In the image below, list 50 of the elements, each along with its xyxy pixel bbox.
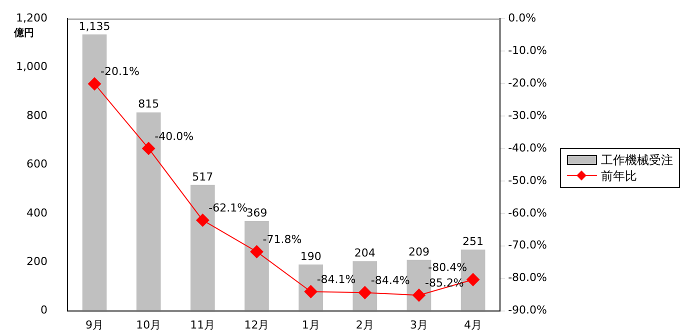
y-tick-label: 400 [26,206,48,220]
data-label: -84.4% [370,274,410,287]
x-tick-label: 9月 [86,318,104,332]
data-label: -85.2% [424,276,464,290]
y2-tick-label: -90.0% [508,304,548,317]
x-tick-label: 12月 [244,318,270,332]
y2-tick-label: -10.0% [508,44,548,57]
y2-tick-label: -30.0% [508,108,548,122]
y2-tick-label: -20.0% [508,76,548,90]
point [196,214,210,227]
data-label: 204 [354,246,376,260]
point [250,245,264,258]
point [466,273,480,286]
y2-tick-label: -40.0% [508,141,548,154]
x-tick-label: 2月 [356,318,374,332]
data-label: 209 [408,245,430,258]
data-label: -62.1% [208,202,248,215]
point [88,77,102,90]
y-tick-label: 0 [40,304,48,317]
y-tick-label: 200 [26,254,48,268]
y-tick-label: 1,000 [16,60,48,74]
data-label: -84.1% [316,273,356,286]
data-label: 815 [138,98,160,111]
point [412,288,426,302]
y-tick-label: 1,200 [16,11,48,24]
data-label: 190 [300,250,322,263]
y2-tick-label: -80.0% [508,271,548,284]
data-label: -71.8% [262,233,302,246]
legend-label: 前年比 [601,168,637,184]
x-tick-label: 1月 [302,318,320,332]
x-tick-label: 4月 [464,318,482,332]
y2-tick-label: 0.0% [508,11,536,24]
data-label: -20.1% [100,65,140,78]
data-label: 369 [246,206,268,220]
y2-tick-label: -50.0% [508,174,548,187]
y-axis-title: 億円 [13,27,34,40]
data-label: -80.4% [428,260,468,274]
x-tick-label: 11月 [190,318,216,332]
data-label: 251 [462,235,484,248]
y2-tick-label: -60.0% [508,206,548,220]
y-tick-label: 600 [26,158,48,171]
data-label: 1,135 [78,20,110,33]
y2-tick-label: -70.0% [508,238,548,252]
x-tick-label: 10月 [136,318,162,332]
legend-label: 工作機械受注 [601,152,673,168]
x-tick-label: 3月 [410,318,428,332]
data-label: -40.0% [154,130,194,143]
data-label: 517 [192,170,214,184]
y-tick-label: 800 [26,108,48,122]
point [142,142,156,155]
